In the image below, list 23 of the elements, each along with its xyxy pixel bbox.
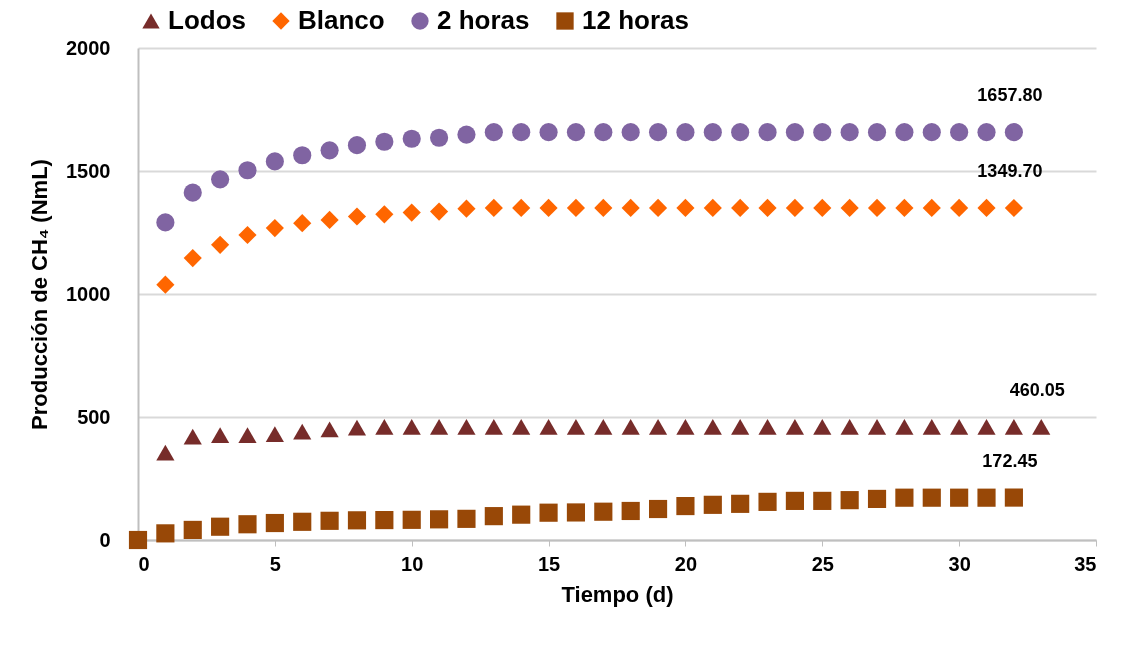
y-tick-label: 1500 [66, 159, 111, 182]
y-tick-label: 1000 [66, 282, 111, 305]
y-tick-label: 500 [77, 405, 111, 428]
x-tick-label: 5 [269, 552, 281, 575]
x-tick-label: 15 [537, 552, 561, 575]
x-tick-label: 25 [811, 552, 834, 575]
x-tick-label: 30 [948, 552, 971, 575]
y-tick-label: 0 [99, 528, 111, 551]
x-tick-label: 0 [138, 552, 150, 575]
y-axis-title: Producción de CH₄ (NmL) [27, 159, 53, 430]
legend-label: Blanco [298, 5, 385, 35]
data-label: 1657.80 [977, 85, 1043, 106]
legend-label: Lodos [168, 5, 246, 35]
legend-label: 12 horas [582, 5, 689, 35]
data-label: 1349.70 [977, 160, 1043, 181]
x-tick-label: 35 [1074, 552, 1097, 575]
y-tick-label: 2000 [66, 36, 111, 59]
data-label: 172.45 [982, 450, 1038, 471]
x-tick-label: 20 [674, 552, 698, 575]
x-axis-title: Tiempo (d) [561, 581, 674, 607]
x-tick-label: 10 [401, 552, 424, 575]
legend-label: 2 horas [437, 5, 530, 35]
data-label: 460.05 [1009, 379, 1065, 400]
